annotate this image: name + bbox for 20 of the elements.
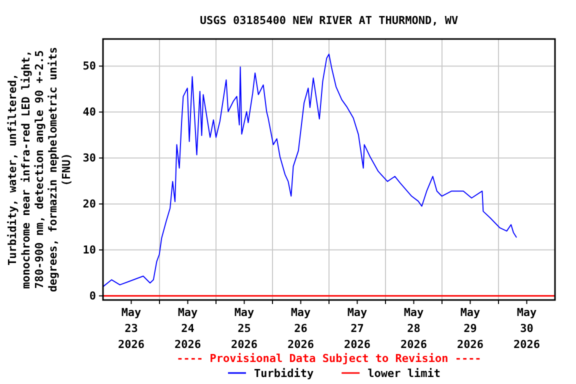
x-tick-label: May 25 2026 bbox=[231, 306, 258, 351]
legend-label: Turbidity bbox=[254, 367, 314, 380]
y-tick-label: 50 bbox=[82, 60, 96, 73]
y-tick-label: 20 bbox=[82, 197, 96, 210]
x-tick-label: May 30 2026 bbox=[514, 306, 540, 351]
legend-label: lower limit bbox=[368, 367, 440, 380]
x-tick-label: May 24 2026 bbox=[174, 306, 202, 351]
y-tick-label: 30 bbox=[82, 152, 96, 165]
x-tick-label: May 27 2026 bbox=[344, 306, 371, 351]
y-tick-label: 10 bbox=[82, 243, 96, 256]
y-tick-label: 40 bbox=[82, 106, 96, 119]
text: ---- Provisional Data Subject to Revision ---- bbox=[176, 352, 482, 365]
y-axis-title: Turbidity, water, unfiltered, monochrome near infra-red LED light, 780-900 nm, detection angle 90 +-2.5 degrees, formazin nephelometric units (FNU) bbox=[6, 46, 73, 292]
x-tick-label: May 26 2026 bbox=[288, 306, 314, 351]
x-tick-label: May 23 2026 bbox=[118, 306, 145, 351]
line-series bbox=[102, 54, 518, 288]
x-tick-label: May 28 2026 bbox=[400, 306, 428, 351]
chart-title: USGS 03185400 NEW RIVER AT THURMOND, WV bbox=[200, 14, 459, 27]
x-tick-label: May 29 2026 bbox=[457, 306, 484, 351]
y-tick-label: 0 bbox=[89, 289, 96, 302]
